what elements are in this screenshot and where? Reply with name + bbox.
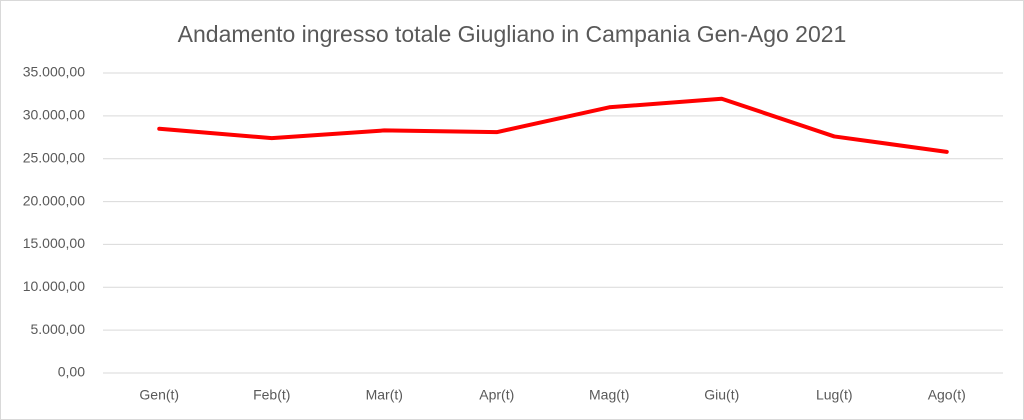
x-tick-label: Mar(t) xyxy=(366,387,403,403)
y-tick-label: 25.000,00 xyxy=(23,149,85,165)
y-tick-label: 35.000,00 xyxy=(23,64,85,80)
x-tick-label: Mag(t) xyxy=(589,387,629,403)
x-tick-label: Ago(t) xyxy=(928,387,966,403)
line-series xyxy=(157,96,949,154)
y-tick-label: 30.000,00 xyxy=(23,107,85,123)
y-tick-label: 20.000,00 xyxy=(23,192,85,208)
x-tick-label: Apr(t) xyxy=(479,387,514,403)
x-tick-label: Lug(t) xyxy=(816,387,853,403)
y-tick-label: 5.000,00 xyxy=(31,321,86,337)
chart-title: Andamento ingresso totale Giugliano in C… xyxy=(178,21,847,47)
x-tick-label: Gen(t) xyxy=(139,387,179,403)
y-tick-label: 10.000,00 xyxy=(23,278,85,294)
y-tick-label: 15.000,00 xyxy=(23,235,85,251)
y-tick-label: 0,00 xyxy=(58,364,85,380)
x-tick-label: Feb(t) xyxy=(253,387,290,403)
x-tick-label: Giu(t) xyxy=(704,387,739,403)
